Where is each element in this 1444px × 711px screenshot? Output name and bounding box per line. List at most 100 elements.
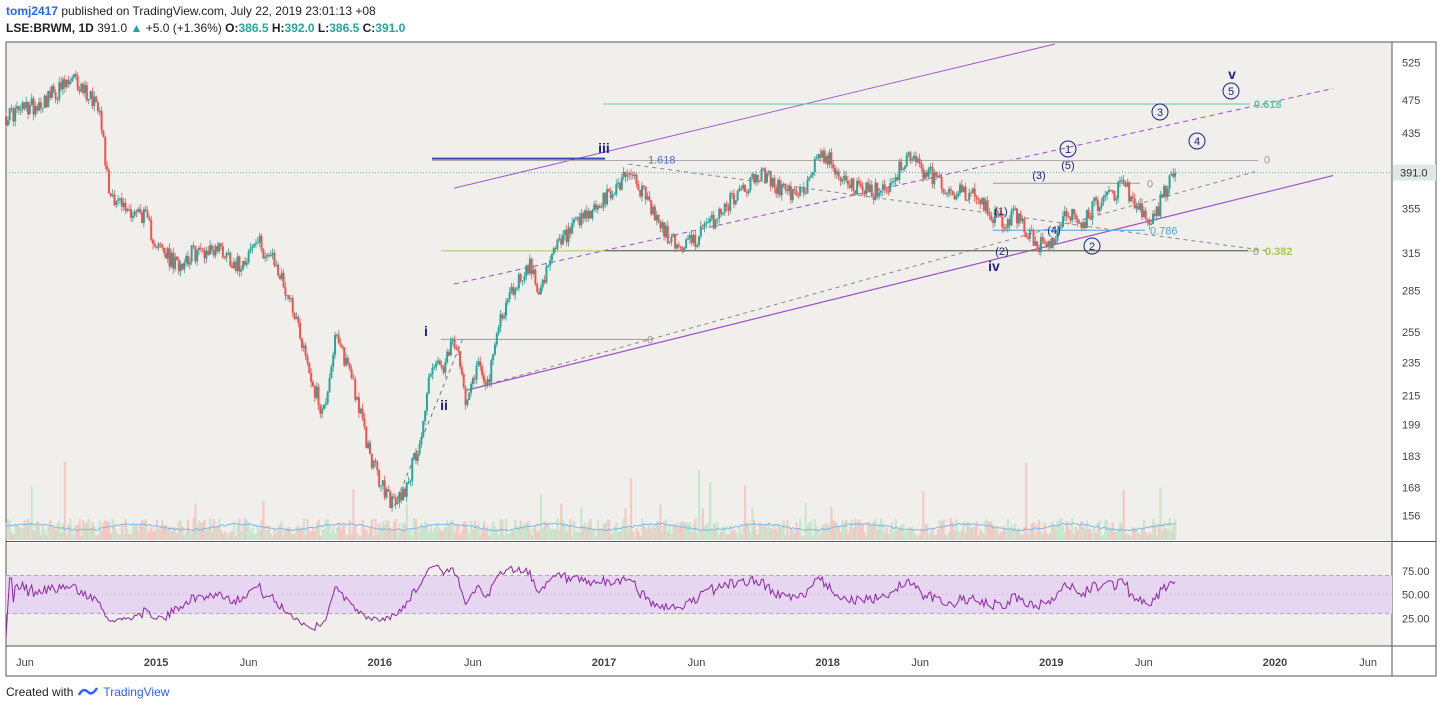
volume-bar (506, 534, 510, 540)
candle-body (843, 175, 846, 180)
volume-bar (25, 524, 28, 540)
candle-body (6, 120, 9, 126)
candle-body (58, 82, 61, 100)
candle-body (549, 260, 552, 266)
candle-body (510, 287, 513, 293)
volume-bar (1100, 535, 1103, 540)
volume-bar (573, 521, 576, 540)
candle-body (949, 189, 952, 191)
candle-body (652, 206, 655, 215)
candle-body (953, 195, 956, 200)
time-tick-label: Jun (911, 657, 929, 669)
candle-body (536, 283, 539, 292)
volume-bar (591, 529, 594, 540)
channel-upper-line (453, 43, 1056, 189)
volume-bar (602, 523, 605, 540)
volume-bar (528, 529, 532, 540)
candle-body (240, 269, 243, 272)
candle-body (764, 168, 767, 183)
volume-bar (141, 520, 144, 540)
volume-bar (771, 529, 774, 540)
volume-bar (107, 521, 111, 540)
candle-body (916, 158, 919, 163)
volume-bar (1039, 531, 1043, 540)
candle-body (142, 209, 145, 224)
volume-bar (907, 527, 910, 540)
candle-body (128, 209, 131, 211)
candle-body (368, 442, 371, 454)
volume-bar (1095, 533, 1098, 540)
volume-bar (232, 521, 236, 540)
volume-bar (273, 529, 276, 540)
volume-bar (396, 532, 399, 540)
candle-body (293, 312, 296, 319)
candle-body (1058, 226, 1061, 230)
candle-body (464, 387, 467, 405)
volume-bar (128, 534, 131, 540)
candle-body (506, 299, 509, 303)
candle-body (587, 210, 590, 219)
candle-body (385, 489, 388, 498)
brand-link[interactable]: TradingView (103, 685, 170, 699)
candle-body (56, 99, 59, 101)
candle-body (85, 85, 88, 101)
volume-bar (1084, 528, 1087, 540)
volume-bar (304, 534, 307, 540)
candle-body (1019, 213, 1022, 222)
candle-body (196, 250, 199, 262)
author-link[interactable]: tomj2417 (6, 4, 59, 18)
volume-bar (310, 532, 313, 540)
candle-body (379, 485, 382, 487)
candle-body (727, 206, 730, 211)
volume-bar (34, 524, 37, 540)
volume-bar (898, 526, 901, 540)
wave-circled-label: 1 (1065, 144, 1071, 156)
volume-bar (21, 529, 24, 540)
candle-body (220, 243, 223, 247)
candle-body (1060, 226, 1063, 228)
volume-bar (709, 482, 712, 540)
candle-body (1157, 206, 1160, 217)
candle-body (262, 249, 265, 259)
rsi-line (5, 564, 1176, 639)
volume-bar (479, 534, 482, 540)
volume-bar (484, 527, 487, 540)
candle-body (1052, 237, 1055, 244)
candle-body (1107, 190, 1110, 192)
volume-bar (455, 525, 458, 540)
price-pane[interactable] (6, 42, 1392, 540)
candle-body (1039, 237, 1042, 253)
candle-body (1109, 190, 1112, 192)
candle-body (775, 187, 778, 194)
volume-bar (321, 529, 324, 540)
candle-body (137, 208, 140, 212)
candle-body (332, 354, 335, 367)
candle-body (436, 360, 439, 363)
volume-bar (541, 528, 544, 540)
candle-body (1082, 222, 1085, 228)
candle-body (416, 453, 419, 461)
wave-circled-label: 4 (1194, 136, 1200, 148)
volume-bar (495, 528, 498, 540)
candle-body (661, 222, 664, 229)
last-price-badge (1393, 164, 1436, 181)
volume-bar (653, 527, 657, 540)
volume-bar (852, 527, 855, 540)
candle-body (596, 205, 599, 210)
volume-bar (1166, 529, 1169, 540)
candle-body (1047, 241, 1050, 247)
candle-body (738, 188, 741, 192)
volume-bar (696, 533, 699, 540)
candle-body (299, 322, 302, 339)
volume-bar (637, 531, 640, 540)
candle-body (527, 265, 530, 274)
volume-bar (874, 518, 877, 540)
candle-body (613, 194, 616, 196)
candle-body (602, 192, 605, 208)
volume-bar (585, 526, 589, 540)
volume-bar (372, 535, 375, 540)
candle-body (354, 379, 357, 400)
candle-body (277, 264, 280, 276)
candle-body (177, 259, 180, 272)
